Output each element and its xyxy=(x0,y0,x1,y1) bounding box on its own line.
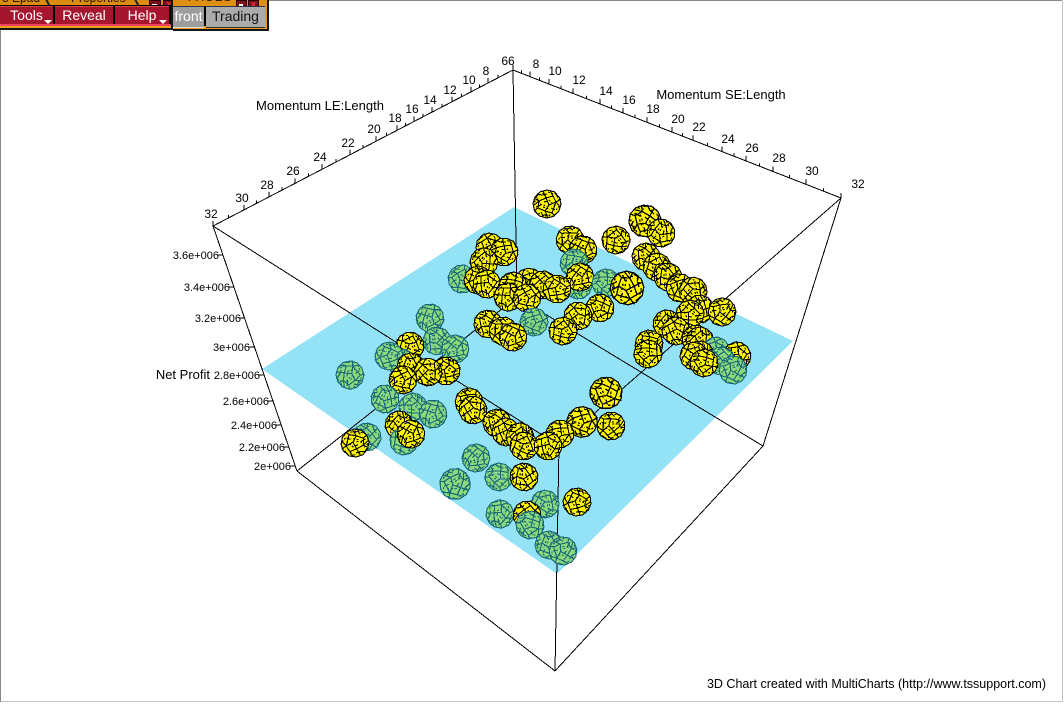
svg-text:22: 22 xyxy=(692,120,706,134)
svg-text:3.4e+006: 3.4e+006 xyxy=(184,282,230,294)
svg-text:10: 10 xyxy=(462,73,476,87)
svg-text:Momentum LE:Length: Momentum LE:Length xyxy=(256,98,384,113)
svg-text:2.4e+006: 2.4e+006 xyxy=(231,420,277,432)
svg-text:32: 32 xyxy=(204,207,218,221)
svg-text:3e+006: 3e+006 xyxy=(213,342,250,354)
svg-text:Net Profit: Net Profit xyxy=(156,367,211,382)
svg-text:28: 28 xyxy=(260,178,274,192)
svg-text:18: 18 xyxy=(388,111,402,125)
svg-text:2.2e+006: 2.2e+006 xyxy=(239,442,285,454)
svg-text:30: 30 xyxy=(235,191,249,205)
svg-text:3.6e+006: 3.6e+006 xyxy=(173,250,219,262)
svg-text:32: 32 xyxy=(851,177,865,191)
svg-text:66: 66 xyxy=(501,54,515,68)
svg-text:8: 8 xyxy=(533,57,540,71)
svg-text:14: 14 xyxy=(423,93,437,107)
svg-text:3D Chart created with MultiCha: 3D Chart created with MultiCharts (http:… xyxy=(707,677,1046,691)
svg-text:24: 24 xyxy=(721,132,735,146)
svg-text:26: 26 xyxy=(745,141,759,155)
svg-text:8: 8 xyxy=(483,64,490,78)
svg-text:22: 22 xyxy=(341,136,355,150)
svg-text:30: 30 xyxy=(805,164,819,178)
svg-text:2e+006: 2e+006 xyxy=(254,461,291,473)
svg-text:26: 26 xyxy=(286,164,300,178)
svg-text:3.2e+006: 3.2e+006 xyxy=(195,313,241,325)
svg-text:24: 24 xyxy=(313,150,327,164)
svg-text:18: 18 xyxy=(646,102,660,116)
svg-text:16: 16 xyxy=(405,102,419,116)
svg-text:20: 20 xyxy=(367,122,381,136)
svg-text:14: 14 xyxy=(599,84,613,98)
svg-text:16: 16 xyxy=(622,93,636,107)
svg-text:12: 12 xyxy=(572,73,586,87)
svg-text:10: 10 xyxy=(548,64,562,78)
svg-text:20: 20 xyxy=(671,112,685,126)
svg-text:12: 12 xyxy=(443,83,457,97)
svg-text:2.8e+006: 2.8e+006 xyxy=(214,370,260,382)
svg-text:Momentum SE:Length: Momentum SE:Length xyxy=(656,87,785,102)
svg-text:2.6e+006: 2.6e+006 xyxy=(223,396,269,408)
svg-text:28: 28 xyxy=(772,151,786,165)
